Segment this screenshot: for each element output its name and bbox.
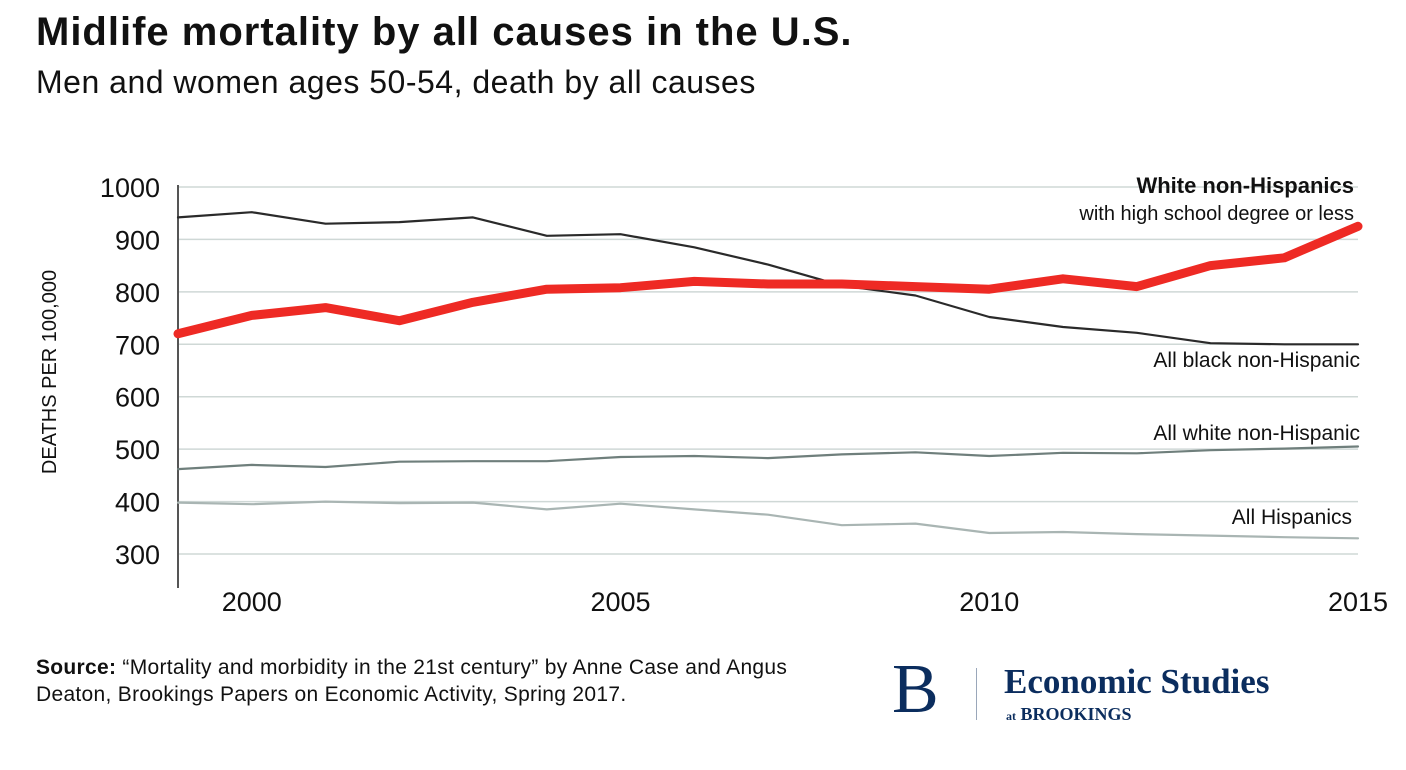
source-label: Source:	[36, 656, 117, 679]
series-line	[176, 500, 1360, 540]
y-tick-label: 500	[115, 435, 160, 465]
series-lines	[173, 211, 1363, 540]
x-tick-label: 2005	[590, 587, 650, 617]
logo-sub-prefix: at	[1006, 709, 1016, 723]
y-axis-label: DEATHS PER 100,000	[39, 270, 61, 474]
x-tick-label: 2010	[959, 587, 1019, 617]
logo-subtitle: at BROOKINGS	[1006, 704, 1132, 725]
x-tick-label: 2015	[1328, 587, 1388, 617]
series-label: All Hispanics	[1232, 506, 1352, 529]
axes: 1000 900 800 700 600 500 400 300 2000 2005 2010 201…	[39, 173, 1388, 617]
logo-name: Economic Studies	[1004, 662, 1270, 701]
source-text: “Mortality and morbidity in the 21st cen…	[36, 656, 788, 706]
series-label: White non-Hispanics	[1136, 173, 1354, 198]
y-tick-label: 800	[115, 278, 160, 308]
logo-divider	[976, 668, 977, 720]
series-line	[176, 211, 1360, 346]
logo-letter: B	[892, 651, 939, 728]
y-tick-label: 400	[115, 488, 160, 518]
line-chart: 1000 900 800 700 600 500 400 300 2000 2005 2010 201…	[39, 173, 1388, 617]
series-label-line2: with high school degree or less	[1078, 203, 1354, 225]
series-label: All white non-Hispanic	[1153, 422, 1360, 445]
logo-sub-name: BROOKINGS	[1020, 704, 1132, 724]
series-labels: White non-Hispanics with high school degr…	[1078, 173, 1360, 529]
chart-subtitle: Men and women ages 50-54, death by all c…	[36, 64, 756, 100]
brookings-logo: B Economic Studies at BROOKINGS	[892, 651, 1392, 734]
y-tick-label: 600	[115, 383, 160, 413]
y-tick-label: 900	[115, 225, 160, 255]
chart-title: Midlife mortality by all causes in the U…	[36, 10, 853, 54]
series-label: All black non-Hispanic	[1153, 349, 1360, 372]
series-line	[176, 445, 1360, 471]
x-tick-label: 2000	[222, 587, 282, 617]
series-line	[173, 221, 1363, 339]
source-note: Source: “Mortality and morbidity in the …	[36, 654, 796, 708]
y-tick-label: 300	[115, 540, 160, 570]
y-tick-label: 700	[115, 330, 160, 360]
y-tick-label: 1000	[100, 173, 160, 203]
